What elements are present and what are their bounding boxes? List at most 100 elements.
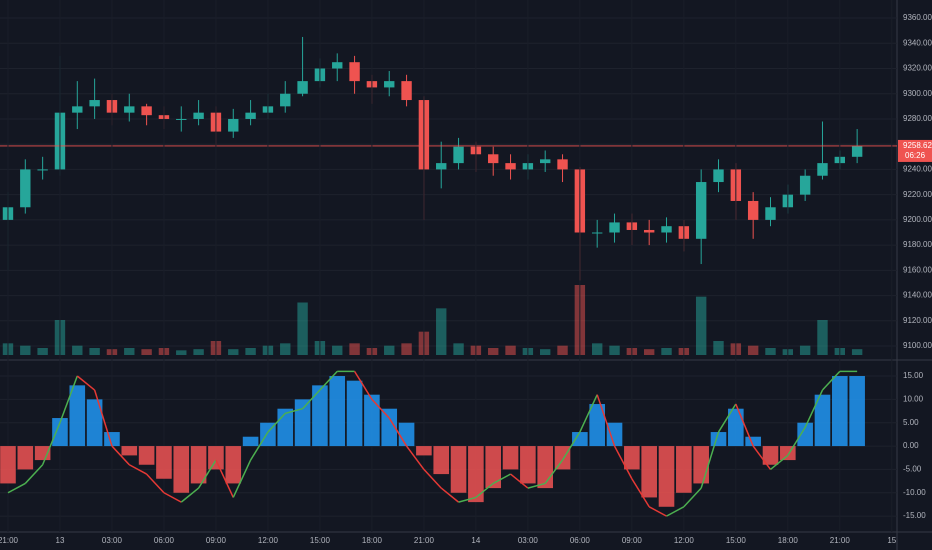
histogram-bar: [0, 446, 16, 484]
volume-bar: [817, 320, 828, 355]
candle-body: [851, 145, 863, 157]
signal-line: [596, 394, 616, 447]
y-tick-label: -5.00: [903, 465, 922, 474]
signal-line: [267, 412, 286, 433]
candle-body: [349, 62, 360, 82]
histogram-bar: [173, 446, 190, 493]
signal-line: [683, 487, 702, 508]
x-tick-label: 12:00: [674, 536, 695, 545]
signal-line: [111, 445, 130, 466]
volume-bar: [72, 345, 83, 355]
x-tick-label: 21:00: [414, 536, 435, 545]
histogram-bar: [606, 422, 623, 447]
signal-line: [648, 506, 667, 517]
candle-body: [453, 146, 464, 164]
signal-line: [492, 473, 511, 485]
y-tick-label: 9280.00: [903, 114, 932, 123]
x-tick-label: 13: [56, 536, 65, 545]
candle-body: [747, 200, 759, 220]
x-tick-label: 15:00: [726, 536, 747, 545]
y-tick-label: 9240.00: [903, 165, 932, 174]
x-tick-label: 15: [887, 536, 896, 545]
histogram-bar: [832, 376, 848, 447]
histogram-bar: [312, 385, 328, 447]
signal-line: [371, 398, 390, 419]
volume-bar: [488, 348, 499, 355]
volume-bar: [643, 349, 655, 355]
histogram-bar: [520, 446, 536, 484]
candle-body: [72, 106, 83, 113]
candle-body: [609, 222, 620, 233]
signal-line: [163, 492, 182, 503]
histogram-bar: [485, 446, 502, 489]
histogram-bar: [780, 446, 796, 461]
y-tick-label: 5.00: [903, 418, 919, 427]
candle-body: [297, 81, 308, 94]
volume-bar: [851, 349, 863, 355]
x-tick-label: 21:00: [830, 536, 851, 545]
candle-body: [488, 154, 499, 164]
volume-bar: [384, 345, 395, 355]
volume-bar: [193, 349, 204, 355]
signal-line: [804, 389, 824, 428]
candle-body: [817, 163, 828, 176]
histogram-bar: [17, 446, 34, 470]
histogram-bar: [814, 394, 831, 447]
y-tick-label: 10.00: [903, 394, 924, 403]
signal-line: [353, 370, 373, 400]
signal-line: [93, 389, 113, 447]
x-tick-label: 09:00: [622, 536, 643, 545]
volume-bar: [141, 349, 152, 355]
histogram-bar: [849, 376, 865, 447]
signal-line: [579, 394, 598, 433]
x-tick-label: 18:00: [362, 536, 383, 545]
signal-line: [7, 482, 26, 494]
volume-bar: [713, 341, 724, 355]
candle-body: [505, 163, 516, 170]
histogram-bar: [572, 432, 588, 447]
candle-body: [141, 106, 152, 116]
signal-line: [249, 431, 269, 461]
histogram-bar: [797, 422, 813, 447]
histogram-bar: [138, 446, 155, 465]
volume-bar: [349, 343, 360, 355]
y-tick-label: 9100.00: [903, 341, 932, 350]
volume-bar: [591, 343, 603, 355]
volume-bar: [332, 345, 343, 355]
histogram-bar: [762, 446, 779, 465]
y-tick-label: 9180.00: [903, 240, 932, 249]
volume-bar: [436, 308, 447, 355]
candle-body: [401, 81, 412, 101]
x-tick-label: 06:00: [154, 536, 175, 545]
signal-line: [821, 370, 841, 391]
volume-bar: [661, 348, 672, 355]
volume-bar: [20, 345, 31, 355]
candle-body: [436, 163, 447, 170]
histogram-bar: [242, 436, 259, 447]
volume-bar: [695, 296, 707, 355]
candle-body: [643, 229, 655, 233]
y-tick-label: 9200.00: [903, 215, 932, 224]
histogram-bar: [468, 446, 484, 503]
histogram-bar: [624, 446, 640, 470]
signal-line: [735, 403, 754, 447]
candle-body: [557, 159, 568, 170]
histogram-bar: [537, 446, 553, 489]
y-tick-label: 9120.00: [903, 316, 932, 325]
last-price-label: 9258.62: [903, 141, 932, 150]
volume-bar: [124, 348, 135, 355]
histogram-bar: [433, 446, 450, 475]
histogram-bar: [208, 446, 224, 470]
signal-line: [770, 454, 789, 471]
signal-line: [613, 445, 633, 480]
y-tick-label: 9300.00: [903, 89, 932, 98]
histogram-bar: [398, 422, 415, 447]
x-tick-label: 21:00: [0, 536, 19, 545]
candle-body: [89, 100, 100, 107]
signal-line: [787, 426, 806, 456]
signal-line: [510, 473, 529, 489]
signal-line: [180, 487, 200, 503]
signal-line: [527, 482, 546, 489]
histogram-bar: [641, 446, 657, 498]
last-price-box: [898, 139, 932, 162]
